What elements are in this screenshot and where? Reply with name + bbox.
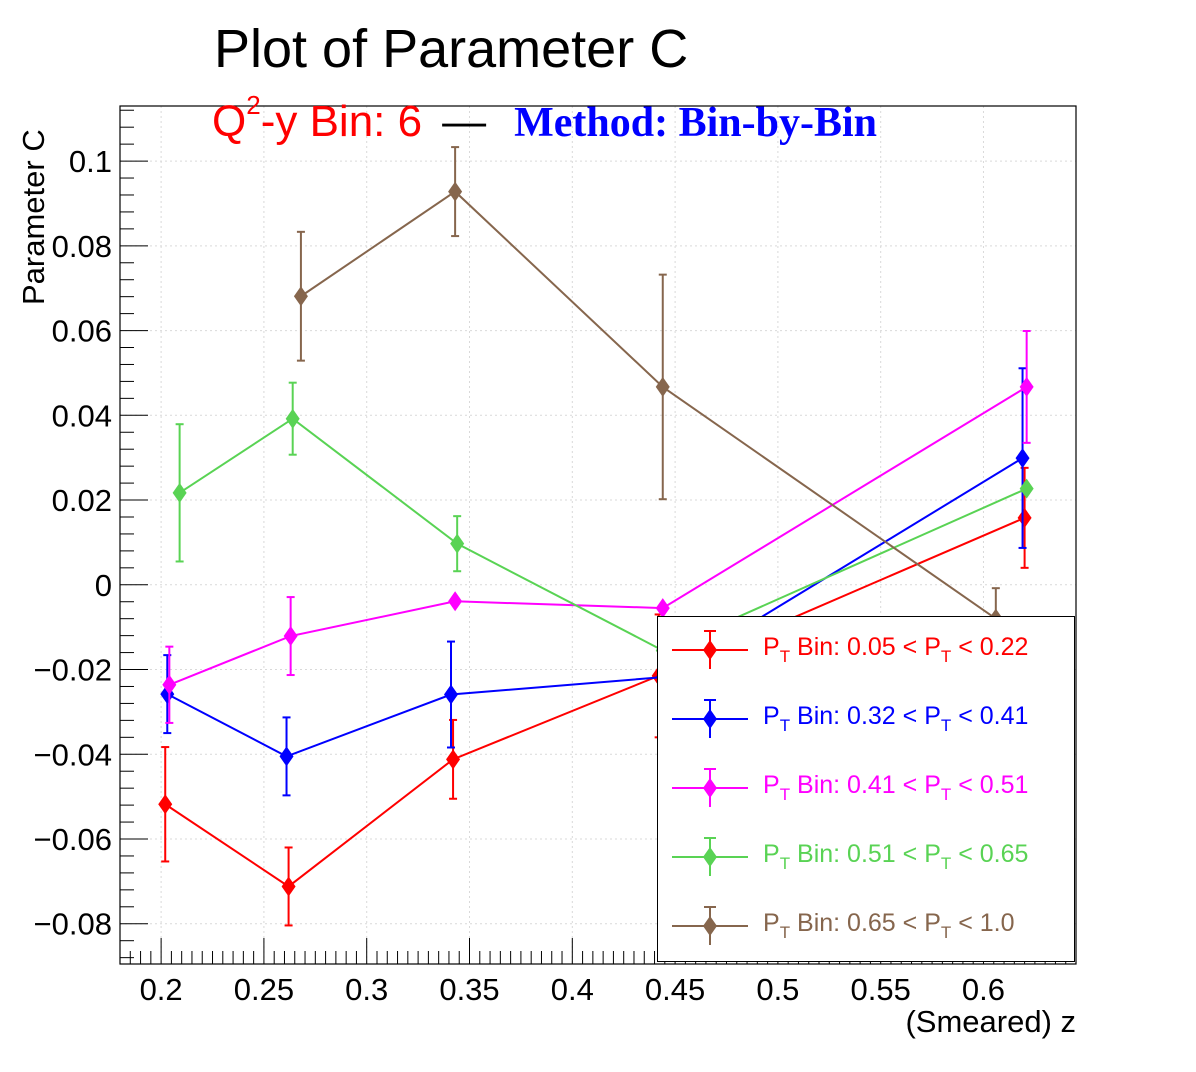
legend-subscript: T [940, 716, 952, 735]
legend-text-part: < 0.51 [951, 771, 1029, 799]
legend-subscript: T [779, 716, 791, 735]
data-point [293, 286, 308, 307]
x-tick-label: 0.55 [851, 972, 911, 1007]
data-point [1015, 448, 1030, 469]
legend-text-part: Bin: 0.65 < P [790, 909, 941, 937]
legend-text-part: < 0.22 [951, 633, 1029, 661]
legend-diamond [703, 709, 717, 729]
data-point [448, 181, 463, 202]
legend-label: PT Bin: 0.65 < PT < 1.0 [763, 909, 1015, 943]
legend-subscript: T [779, 647, 791, 666]
y-tick-label: −0.04 [34, 737, 112, 772]
method-label: Method: Bin-by-Bin [514, 100, 877, 146]
legend-text-part: Bin: 0.05 < P [790, 633, 941, 661]
data-point [172, 482, 187, 503]
legend-text-part: < 0.41 [951, 702, 1029, 730]
x-tick-label: 0.45 [645, 972, 705, 1007]
legend-text-part: P [763, 633, 780, 661]
data-point [281, 876, 296, 897]
legend-text-part: < 1.0 [951, 909, 1015, 937]
subtitle-dash: — [442, 97, 487, 146]
y-tick-label: 0.02 [52, 483, 112, 518]
legend-subscript: T [779, 923, 791, 942]
data-point [1017, 507, 1032, 528]
legend-label: PT Bin: 0.41 < PT < 0.51 [763, 771, 1028, 805]
data-point [655, 376, 670, 397]
data-point [162, 674, 177, 695]
chart-subtitle: Q2-y Bin: 6 — Method: Bin-by-Bin [212, 90, 877, 147]
legend-subscript: T [940, 785, 952, 804]
legend: PT Bin: 0.05 < PT < 0.22 PT Bin: 0.32 < P… [657, 616, 1075, 962]
x-tick-label: 0.3 [345, 972, 388, 1007]
legend-text-part: P [763, 909, 780, 937]
x-tick-label: 0.4 [551, 972, 594, 1007]
y-tick-label: −0.02 [34, 653, 112, 688]
legend-entry: PT Bin: 0.51 < PT < 0.65 [658, 836, 1076, 876]
data-point [450, 533, 465, 554]
y-tick-label: −0.08 [34, 907, 112, 942]
x-tick-label: 0.6 [962, 972, 1005, 1007]
series-3 [162, 329, 1034, 724]
legend-marker [672, 837, 748, 876]
data-point [158, 794, 173, 815]
legend-text-part: Bin: 0.51 < P [790, 840, 941, 868]
legend-marker [672, 768, 748, 807]
legend-label: PT Bin: 0.32 < PT < 0.41 [763, 702, 1028, 736]
y-tick-label: −0.06 [34, 822, 112, 857]
legend-text-part: P [763, 840, 780, 868]
legend-subscript: T [940, 923, 952, 942]
y-tick-label: 0 [95, 568, 112, 603]
bin-rest: -y Bin: 6 [260, 97, 423, 146]
legend-diamond [703, 916, 717, 936]
legend-subscript: T [779, 785, 791, 804]
legend-subscript: T [779, 854, 791, 873]
series-line [300, 190, 997, 620]
legend-text-part: < 0.65 [951, 840, 1029, 868]
bin-superscript: 2 [246, 90, 261, 120]
legend-entry: PT Bin: 0.32 < PT < 0.41 [658, 698, 1076, 738]
y-tick-label: 0.04 [52, 398, 112, 433]
legend-subscript: T [940, 854, 952, 873]
legend-text-part: Bin: 0.32 < P [790, 702, 941, 730]
data-point [285, 408, 300, 429]
legend-entry: PT Bin: 0.41 < PT < 0.51 [658, 767, 1076, 807]
x-tick-label: 0.2 [140, 972, 183, 1007]
data-point [655, 598, 670, 619]
bin-label: Q2-y Bin: 6 [212, 90, 423, 146]
y-tick-label: 0.06 [52, 314, 112, 349]
x-tick-label: 0.35 [439, 972, 499, 1007]
legend-subscript: T [940, 647, 952, 666]
legend-text-part: P [763, 702, 780, 730]
legend-entry: PT Bin: 0.65 < PT < 1.0 [658, 905, 1076, 945]
legend-marker [672, 699, 748, 738]
legend-diamond [703, 778, 717, 798]
legend-text-part: Bin: 0.41 < P [790, 771, 941, 799]
plot-frame [119, 105, 1077, 965]
legend-label: PT Bin: 0.05 < PT < 0.22 [763, 633, 1028, 667]
data-point [1019, 478, 1034, 499]
legend-text-part: P [763, 771, 780, 799]
legend-label: PT Bin: 0.51 < PT < 0.65 [763, 840, 1028, 874]
x-tick-label: 0.5 [756, 972, 799, 1007]
y-tick-label: 0.1 [69, 144, 112, 179]
y-tick-label: 0.08 [52, 229, 112, 264]
legend-diamond [703, 640, 717, 660]
data-point [446, 749, 461, 770]
legend-diamond [703, 847, 717, 867]
legend-marker [672, 630, 748, 669]
chart-title: Plot of Parameter C [214, 19, 689, 79]
data-point [283, 626, 298, 647]
data-point [1019, 376, 1034, 397]
x-tick-label: 0.25 [234, 972, 294, 1007]
data-point [279, 746, 294, 767]
legend-entry: PT Bin: 0.05 < PT < 0.22 [658, 629, 1076, 669]
y-axis-label: Parameter C [16, 129, 51, 305]
bin-prefix: Q [212, 97, 247, 146]
axis-ticks: 0.2 0.25 0.3 0.35 0.4 0.45 0.5 0.55 0.6 −0.08 −0.0… [34, 109, 1077, 1007]
x-axis-label: (Smeared) z [905, 1004, 1076, 1039]
legend-marker [672, 906, 748, 945]
data-point [448, 591, 463, 612]
data-point [444, 684, 459, 705]
